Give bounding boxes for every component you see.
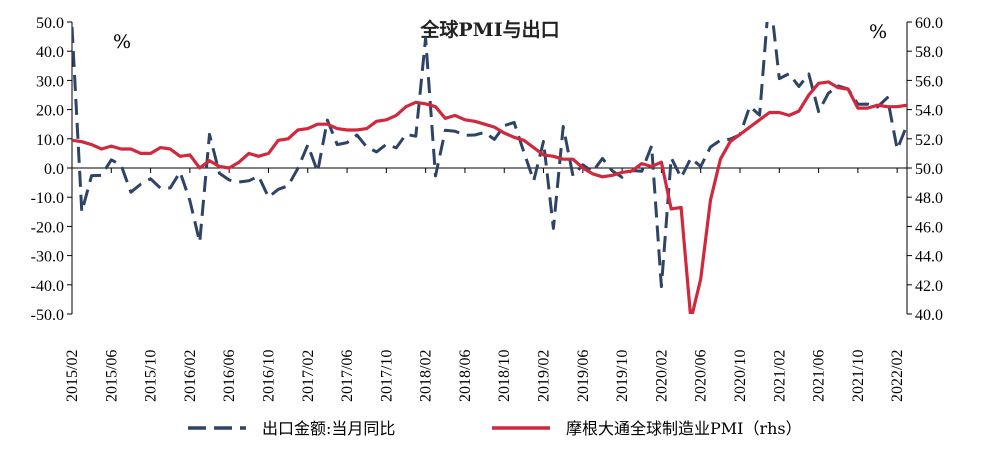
right-tick-label: 40.0 xyxy=(915,307,943,324)
left-tick-label: 10.0 xyxy=(36,132,64,149)
chart-title: 全球PMI与出口 xyxy=(419,18,559,41)
x-tick-label: 2021/02 xyxy=(771,350,788,402)
left-unit-label: % xyxy=(113,31,131,53)
series-layer xyxy=(72,22,907,314)
x-tick-label: 2020/02 xyxy=(653,350,670,402)
x-tick-label: 2019/02 xyxy=(536,350,553,402)
right-tick-label: 50.0 xyxy=(915,161,943,178)
x-tick-label: 2019/06 xyxy=(575,350,592,402)
x-tick-label: 2015/06 xyxy=(103,350,120,402)
left-axis-ticks: 50.0 40.0 30.0 20.0 10.0 0.0 -10.0 -20.0 -30.0 -4… xyxy=(31,15,72,324)
left-tick-label: 30.0 xyxy=(36,73,64,90)
left-tick-label: -10.0 xyxy=(31,190,64,207)
right-tick-label: 56.0 xyxy=(915,73,943,90)
right-tick-label: 46.0 xyxy=(915,219,943,236)
x-tick-label: 2017/06 xyxy=(339,350,356,402)
x-axis-ticks: 2015/02 2015/06 2015/10 2016/02 2016/06 2016/… xyxy=(64,168,906,402)
left-tick-label: 40.0 xyxy=(36,44,64,61)
left-tick-label: 0.0 xyxy=(44,161,64,178)
legend: 出口金额:当月同比 摩根大通全球制造业PMI（rhs） xyxy=(188,419,802,438)
pmi-series-line xyxy=(72,80,907,314)
right-tick-label: 60.0 xyxy=(915,15,943,32)
x-tick-label: 2020/06 xyxy=(693,350,710,402)
left-tick-label: -40.0 xyxy=(31,278,64,295)
legend-pmi-label: 摩根大通全球制造业PMI（rhs） xyxy=(566,419,802,438)
x-tick-label: 2017/02 xyxy=(300,350,317,402)
x-tick-label: 2015/02 xyxy=(64,350,81,402)
x-tick-label: 2020/10 xyxy=(732,350,749,402)
left-tick-label: 50.0 xyxy=(36,15,64,32)
x-tick-label: 2019/10 xyxy=(614,350,631,402)
x-tick-label: 2017/10 xyxy=(378,350,395,402)
right-unit-label: % xyxy=(869,21,887,43)
export-yoy-series-line xyxy=(72,22,907,289)
right-tick-label: 52.0 xyxy=(915,132,943,149)
x-tick-label: 2016/02 xyxy=(182,350,199,402)
x-tick-label: 2022/02 xyxy=(889,350,906,402)
x-tick-label: 2018/06 xyxy=(457,350,474,402)
left-tick-label: -30.0 xyxy=(31,249,64,266)
right-tick-label: 48.0 xyxy=(915,190,943,207)
right-tick-label: 44.0 xyxy=(915,249,943,266)
right-tick-label: 58.0 xyxy=(915,44,943,61)
axes xyxy=(71,22,908,314)
left-tick-label: -50.0 xyxy=(31,307,64,324)
x-tick-label: 2018/10 xyxy=(496,350,513,402)
x-tick-label: 2018/02 xyxy=(418,350,435,402)
x-tick-label: 2021/10 xyxy=(850,350,867,402)
x-tick-label: 2016/06 xyxy=(221,350,238,402)
x-tick-label: 2015/10 xyxy=(143,350,160,402)
right-tick-label: 54.0 xyxy=(915,103,943,120)
left-tick-label: 20.0 xyxy=(36,103,64,120)
right-tick-label: 42.0 xyxy=(915,278,943,295)
legend-export-label: 出口金额:当月同比 xyxy=(262,419,395,438)
x-tick-label: 2021/06 xyxy=(811,350,828,402)
left-tick-label: -20.0 xyxy=(31,219,64,236)
x-tick-label: 2016/10 xyxy=(260,350,277,402)
right-axis-ticks: 60.0 58.0 56.0 54.0 52.0 50.0 48.0 46.0 44.0 42.0… xyxy=(907,15,943,324)
